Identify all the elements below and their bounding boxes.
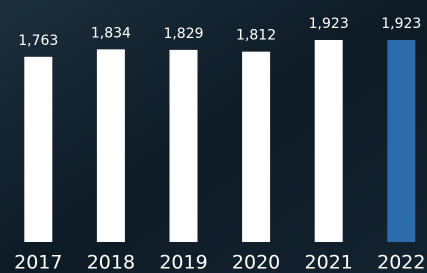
value-label: 1,812 [236, 28, 276, 44]
value-label: 1,923 [309, 16, 349, 32]
value-label: 1,829 [163, 26, 203, 42]
value-label: 1,834 [91, 25, 131, 41]
bar [24, 57, 52, 242]
value-label: 1,923 [381, 16, 421, 32]
x-tick-label: 2021 [305, 252, 353, 273]
page: 1,763 2017 1,834 2018 1,829 2019 1,812 2020 1,92… [0, 0, 427, 273]
x-tick-label: 2018 [87, 252, 135, 273]
x-tick-label: 2017 [14, 252, 62, 273]
x-tick-label: 2022 [377, 252, 425, 273]
bar [315, 40, 343, 242]
x-tick-label: 2020 [232, 252, 280, 273]
bar [170, 50, 198, 242]
x-tick-label: 2019 [159, 252, 207, 273]
bar [387, 40, 415, 242]
background [0, 0, 427, 273]
bar [242, 52, 270, 242]
chart: 1,763 2017 1,834 2018 1,829 2019 1,812 2020 1,92… [0, 0, 427, 273]
bar [97, 49, 125, 242]
value-label: 1,763 [18, 33, 58, 49]
